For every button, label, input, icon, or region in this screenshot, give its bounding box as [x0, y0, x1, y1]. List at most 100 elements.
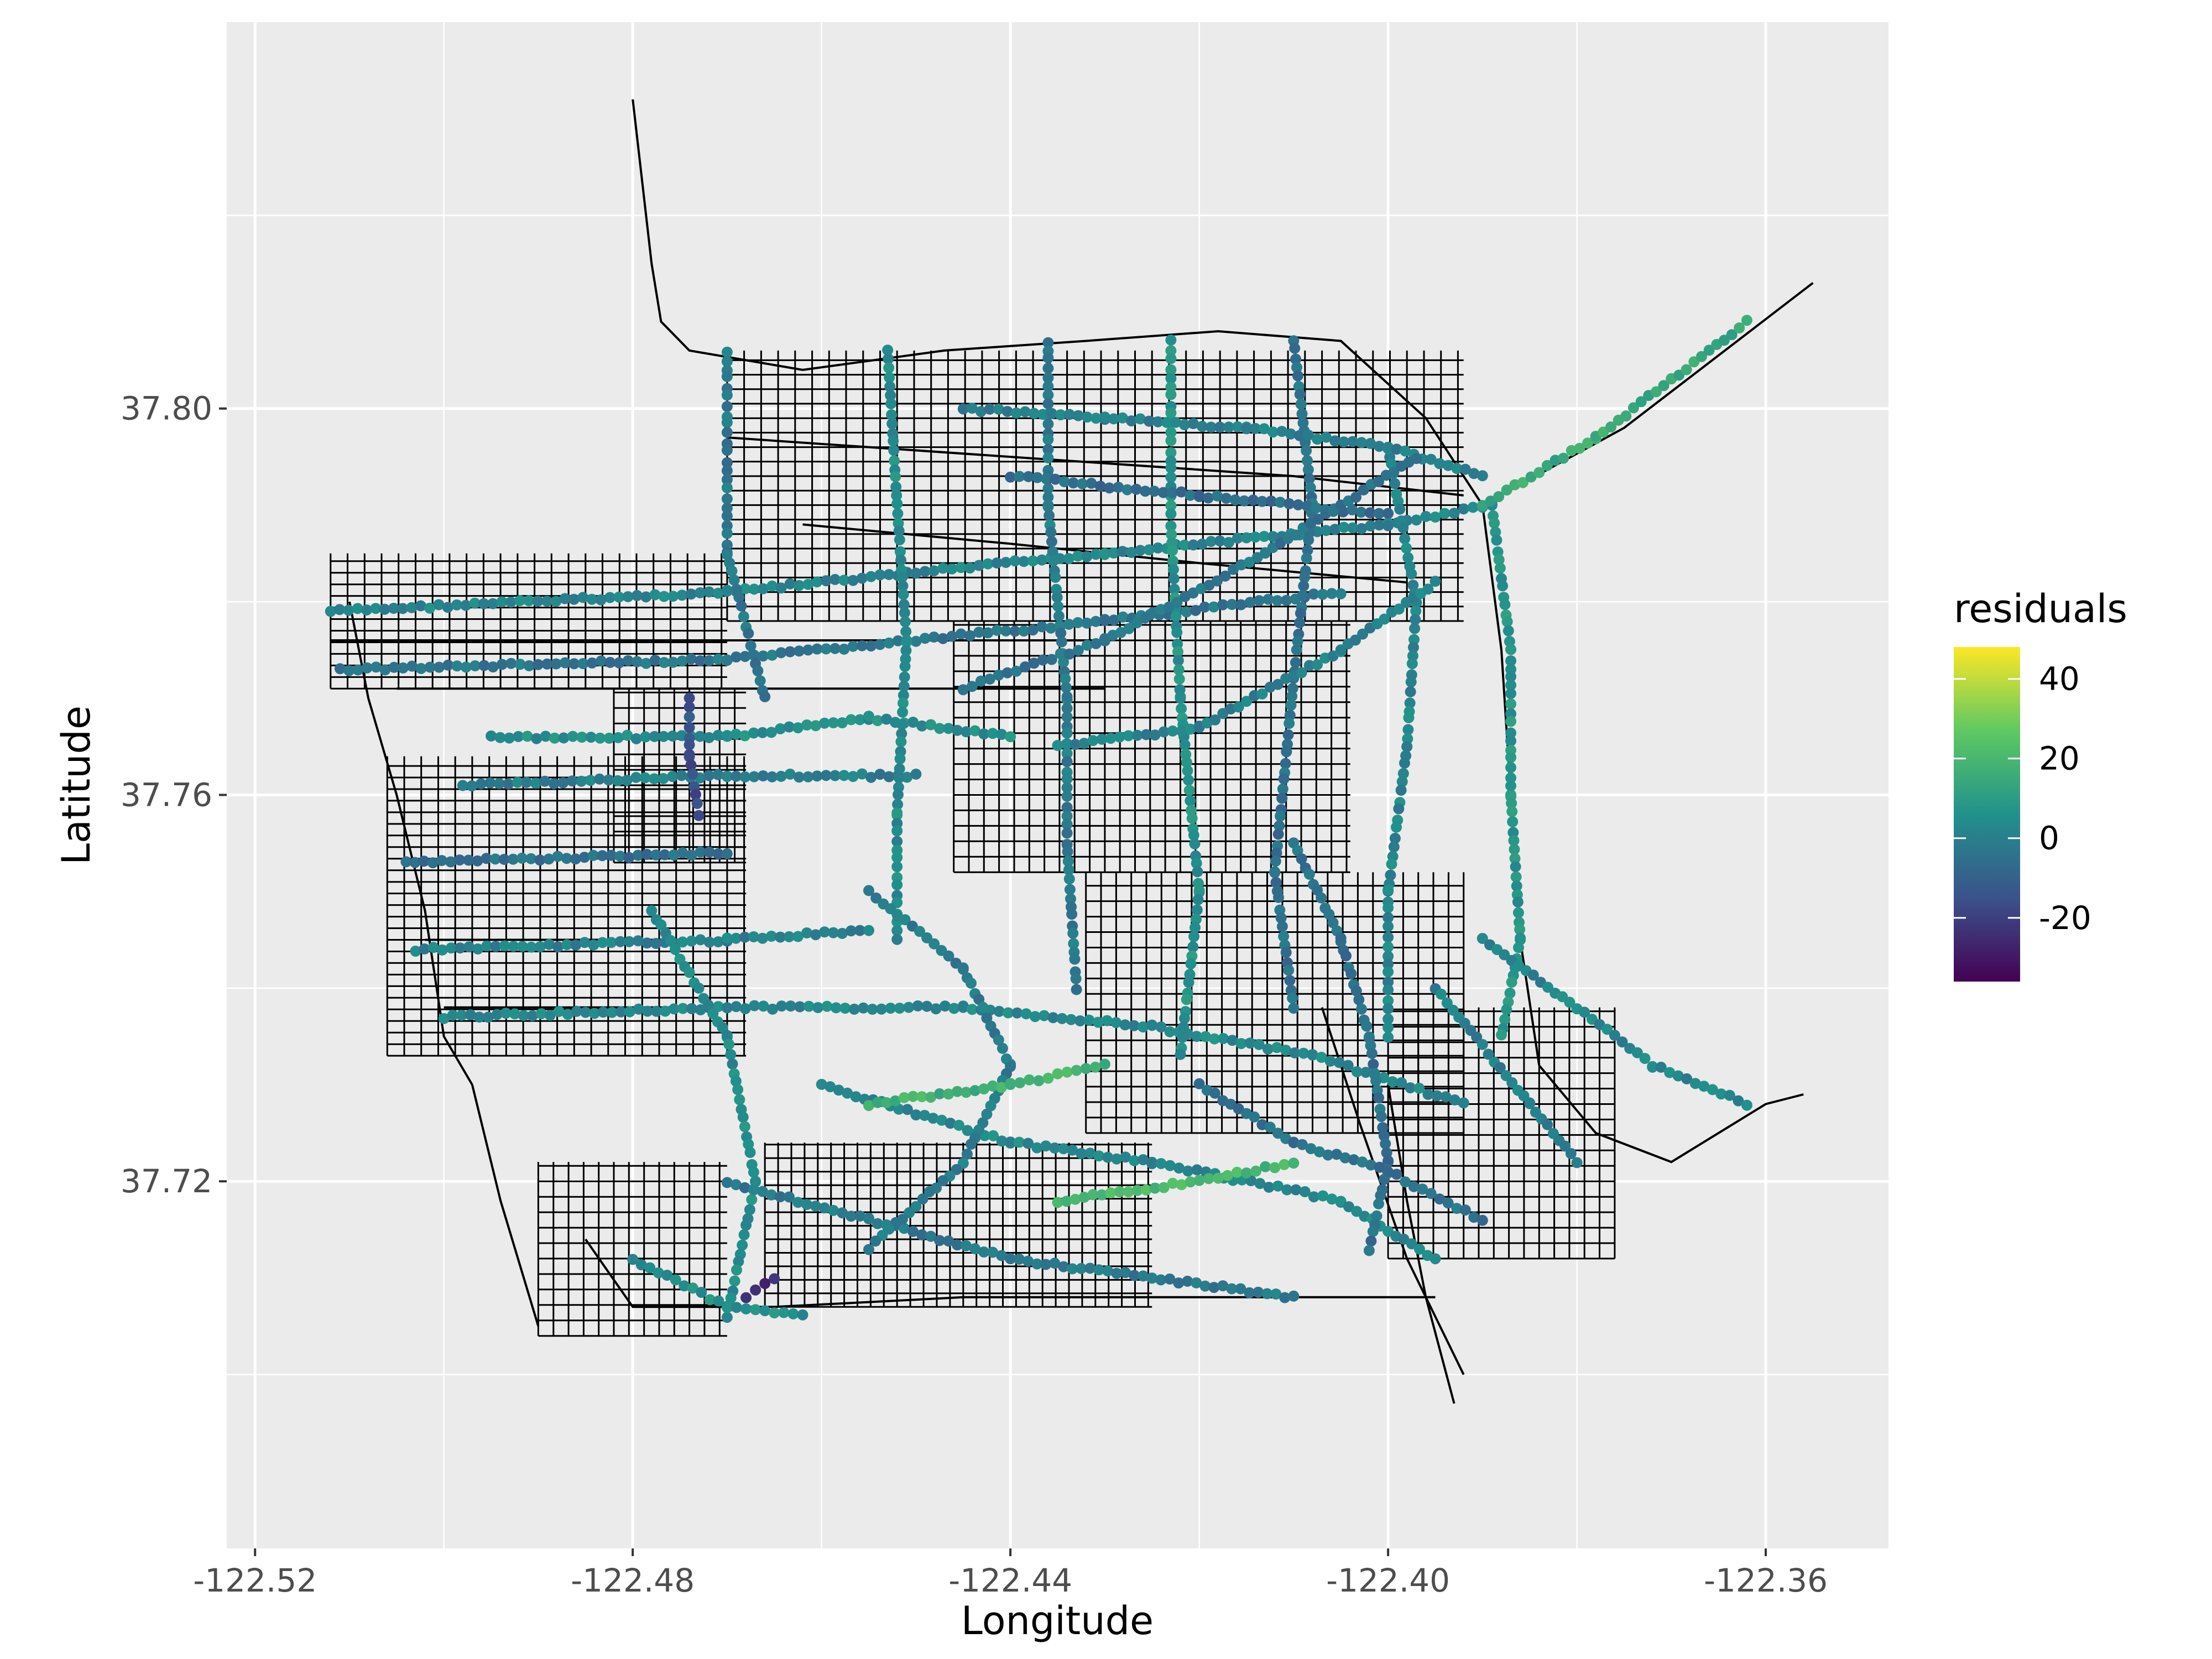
- residual-point: [513, 731, 524, 742]
- residual-point: [1347, 436, 1359, 447]
- residual-point: [1262, 593, 1274, 605]
- residual-point: [898, 599, 910, 611]
- residual-point: [1131, 1185, 1143, 1196]
- residual-point: [1233, 701, 1244, 713]
- residual-point: [1620, 410, 1632, 422]
- residual-point: [427, 857, 439, 869]
- residual-point: [1183, 977, 1194, 988]
- residual-point: [961, 1240, 972, 1251]
- residual-point: [1525, 471, 1537, 483]
- residual-point: [684, 692, 695, 704]
- residual-point: [1301, 445, 1312, 456]
- residual-point: [1063, 618, 1074, 630]
- residual-point: [541, 596, 552, 607]
- residual-point: [518, 1010, 529, 1021]
- residual-point: [580, 1006, 591, 1018]
- residual-point: [1681, 1073, 1693, 1084]
- residual-point: [1396, 1077, 1407, 1088]
- residual-point: [1208, 601, 1219, 613]
- residual-point: [883, 637, 895, 649]
- residual-point: [1259, 423, 1270, 435]
- residual-point: [964, 630, 975, 641]
- residual-point: [1165, 353, 1177, 364]
- residual-point: [1512, 896, 1524, 908]
- residual-point: [820, 575, 832, 587]
- residual-point: [985, 1100, 997, 1112]
- residual-point: [1214, 421, 1225, 433]
- residual-point: [562, 1009, 573, 1020]
- residual-point: [1579, 1006, 1590, 1018]
- residual-point: [1226, 1283, 1238, 1295]
- residual-point: [910, 567, 922, 579]
- residual-point: [1264, 1121, 1276, 1133]
- residual-point: [1046, 654, 1057, 665]
- residual-point: [901, 771, 913, 783]
- residual-point: [1351, 1206, 1363, 1217]
- residual-point: [1442, 1197, 1454, 1209]
- residual-point: [916, 1229, 928, 1240]
- residual-point: [486, 730, 497, 742]
- residual-point: [1250, 1165, 1262, 1177]
- residual-point: [631, 590, 643, 601]
- residual-point: [343, 665, 355, 676]
- residual-point: [794, 1001, 806, 1013]
- residual-point: [883, 771, 895, 782]
- residual-point: [1078, 738, 1090, 749]
- residual-point: [667, 731, 679, 742]
- residual-point: [792, 722, 804, 734]
- residual-point: [561, 853, 572, 864]
- residual-point: [1290, 1184, 1302, 1196]
- residual-point: [1417, 1183, 1428, 1195]
- residual-point: [612, 732, 624, 743]
- residual-point: [740, 1303, 752, 1314]
- residual-point: [472, 855, 483, 867]
- residual-point: [1001, 667, 1013, 679]
- residual-point: [1065, 1014, 1077, 1025]
- residual-point: [1165, 427, 1177, 438]
- residual-point: [685, 759, 697, 771]
- residual-point: [897, 706, 909, 718]
- residual-point: [595, 594, 607, 606]
- residual-point: [553, 1006, 565, 1017]
- residual-point: [1312, 434, 1323, 445]
- residual-point: [1040, 1259, 1052, 1270]
- residual-point: [1367, 1225, 1379, 1237]
- residual-point: [1565, 1148, 1577, 1159]
- residual-point: [1125, 415, 1137, 427]
- residual-point: [500, 1008, 512, 1019]
- residual-point: [685, 588, 697, 600]
- residual-point: [1391, 1168, 1402, 1180]
- residual-point: [463, 941, 475, 953]
- residual-point: [721, 520, 733, 531]
- residual-point: [1099, 548, 1110, 560]
- residual-point: [1375, 1190, 1386, 1201]
- x-tick-label: -122.52: [193, 1562, 317, 1599]
- street-line: [1481, 282, 1814, 507]
- residual-point: [732, 1084, 744, 1095]
- residual-point: [1253, 1286, 1264, 1298]
- residual-point: [850, 1091, 862, 1103]
- residual-point: [1396, 776, 1408, 787]
- residual-point: [1280, 758, 1291, 769]
- residual-point: [899, 661, 911, 672]
- residual-point: [1284, 709, 1296, 721]
- residual-point: [588, 1008, 600, 1019]
- residual-point: [1365, 437, 1376, 449]
- residual-point: [655, 919, 667, 931]
- residual-point: [1491, 534, 1503, 546]
- residual-point: [482, 1011, 494, 1023]
- residual-point: [1422, 1089, 1434, 1100]
- residual-point: [733, 1256, 744, 1267]
- residual-point: [819, 1202, 830, 1214]
- residual-point: [438, 1013, 450, 1024]
- residual-point: [1285, 428, 1296, 440]
- residual-point: [614, 936, 626, 947]
- residual-point: [1096, 733, 1108, 745]
- residual-point: [1374, 1161, 1385, 1173]
- residual-point: [1448, 508, 1460, 519]
- residual-point: [559, 657, 571, 669]
- residual-point: [1449, 1094, 1460, 1105]
- residual-point: [667, 591, 679, 602]
- residual-point: [1397, 522, 1409, 534]
- residual-point: [1047, 546, 1058, 557]
